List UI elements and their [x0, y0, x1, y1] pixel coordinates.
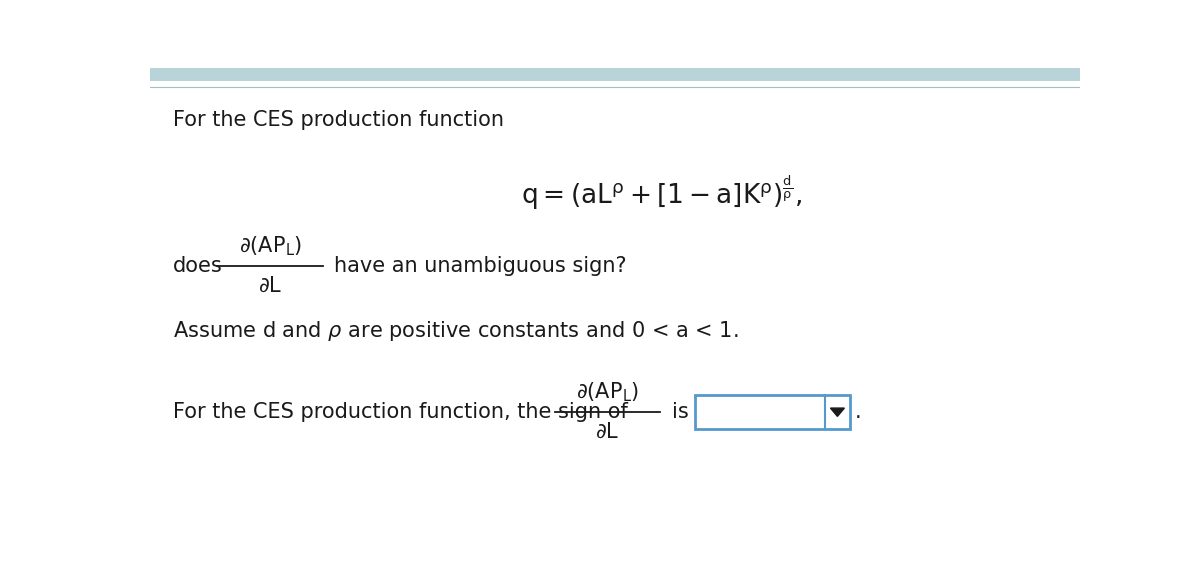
Text: For the CES production function: For the CES production function: [173, 109, 504, 130]
Polygon shape: [830, 408, 845, 416]
Text: $\partial\mathsf{(AP_L)}$: $\partial\mathsf{(AP_L)}$: [576, 380, 638, 404]
FancyBboxPatch shape: [695, 395, 850, 429]
Text: .: .: [854, 402, 862, 422]
Bar: [150, 68, 1080, 81]
Text: $\partial\mathsf{L}$: $\partial\mathsf{L}$: [595, 422, 619, 442]
Text: Assume d and $\rho$ are positive constants and 0 < a < 1.: Assume d and $\rho$ are positive constan…: [173, 319, 739, 344]
Text: For the CES production function, the sign of: For the CES production function, the sig…: [173, 402, 628, 422]
Text: is: is: [672, 402, 689, 422]
Text: $\partial\mathsf{(AP_L)}$: $\partial\mathsf{(AP_L)}$: [239, 234, 301, 258]
Text: does: does: [173, 256, 223, 276]
Text: $\mathsf{q = \left(aL^{\rho} + [1 - a]K^{\rho}\right)}$$\mathsf{^{\frac{d}{\rho}: $\mathsf{q = \left(aL^{\rho} + [1 - a]K^…: [521, 174, 802, 212]
Text: $\partial\mathsf{L}$: $\partial\mathsf{L}$: [258, 276, 282, 296]
Text: have an unambiguous sign?: have an unambiguous sign?: [335, 256, 628, 276]
